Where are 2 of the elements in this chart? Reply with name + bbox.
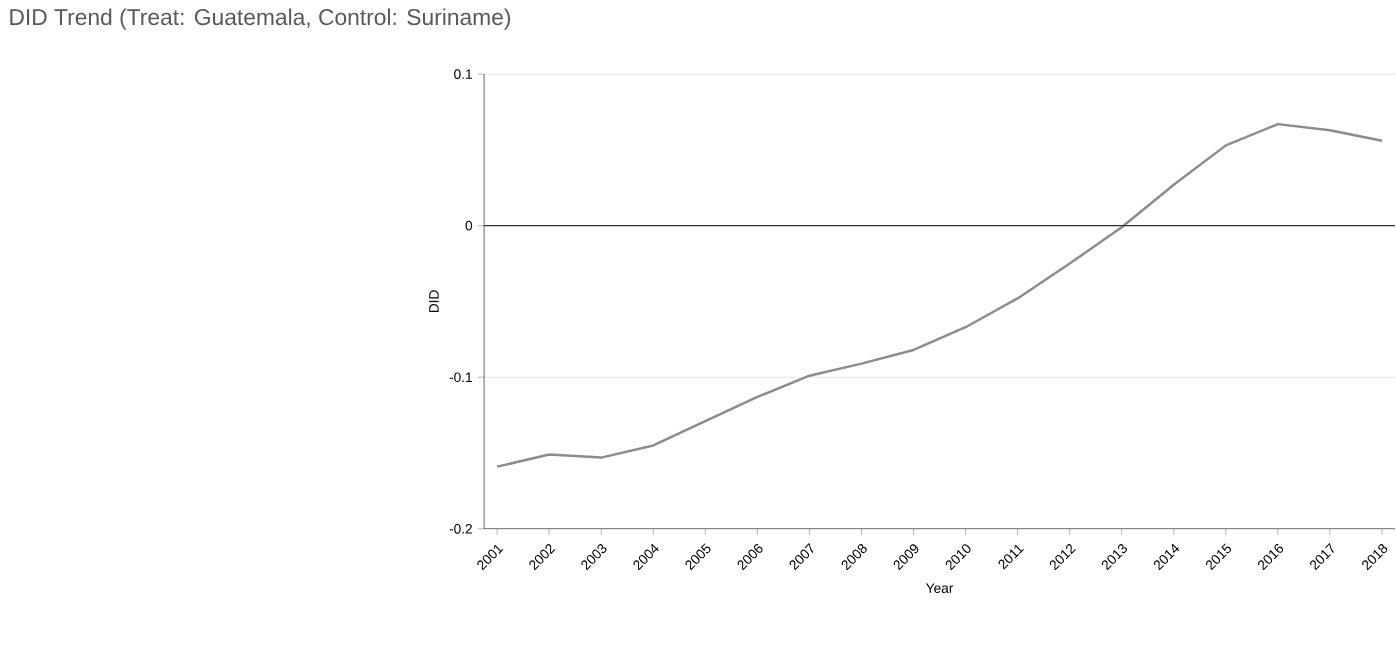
line-series <box>495 123 1384 469</box>
text: DID Trend (Treat: Guatemala, Control: Suriname) <box>10 8 511 30</box>
